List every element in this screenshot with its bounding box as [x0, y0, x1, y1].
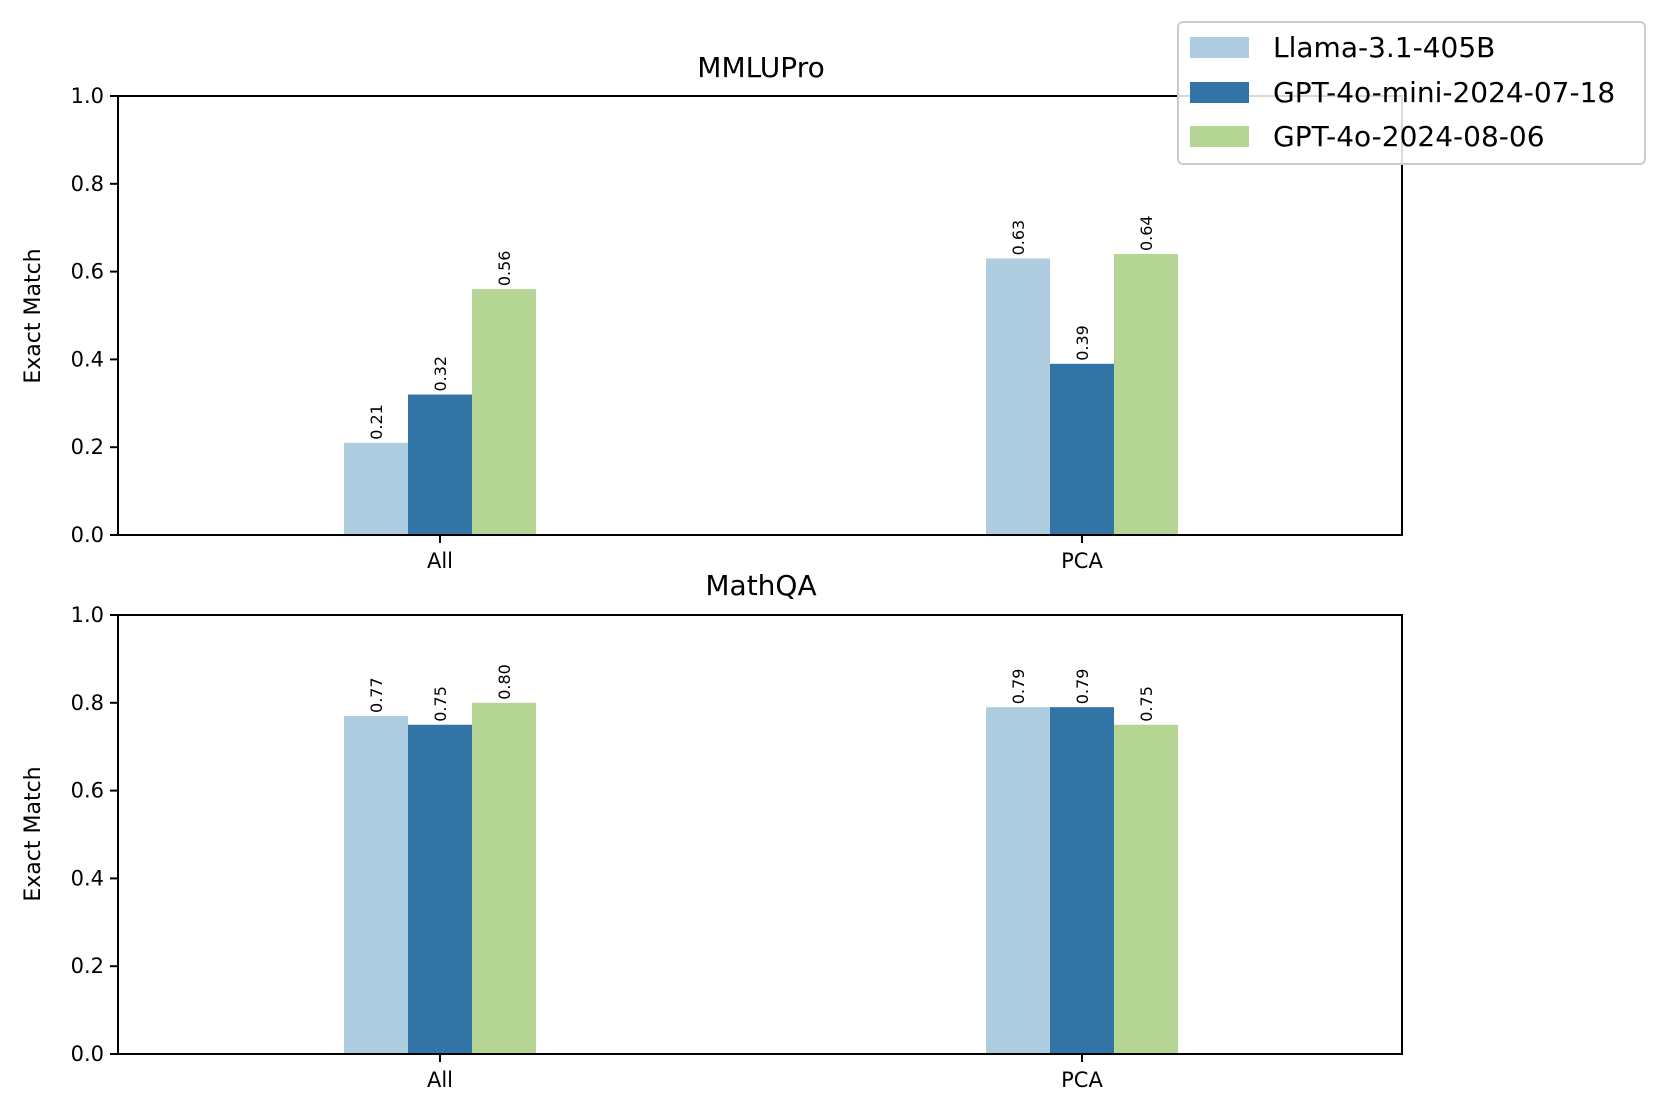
- y-axis-label: Exact Match: [21, 766, 46, 901]
- bar-value-label: 0.32: [431, 356, 450, 392]
- y-tick-label: 0.2: [71, 435, 104, 459]
- y-tick-label: 0.2: [71, 954, 104, 978]
- bar-value-label: 0.21: [367, 404, 386, 440]
- bar: [1114, 724, 1178, 1054]
- y-tick-label: 1.0: [71, 84, 104, 108]
- bar: [986, 707, 1050, 1054]
- bar: [408, 394, 472, 535]
- bar: [1114, 254, 1178, 536]
- x-tick-label: PCA: [1061, 549, 1103, 573]
- bar-value-label: 0.75: [431, 686, 450, 722]
- axis-ticks: 0.0 0.2 0.4 0.6 0.8 1.0 All PCA: [71, 603, 1104, 1092]
- y-tick-label: 0.4: [71, 866, 104, 890]
- bar: [408, 724, 472, 1054]
- bar-labels: 0.21 0.63 0.32 0.39 0.56 0.64: [367, 215, 1156, 439]
- panel-title: MathQA: [705, 569, 816, 602]
- bar-value-label: 0.77: [367, 677, 386, 713]
- bar: [472, 702, 536, 1054]
- x-tick-label: All: [427, 549, 453, 573]
- bar-labels: 0.77 0.79 0.75 0.79 0.80 0.75: [367, 664, 1156, 722]
- bar-value-label: 0.75: [1137, 686, 1156, 722]
- bar-value-label: 0.80: [495, 664, 514, 700]
- mathqa-panel: MathQA Exact Match 0.0 0.2 0.4 0.6 0.8 1.0 All…: [21, 569, 1403, 1092]
- legend-entry: GPT-4o-mini-2024-07-18: [1273, 76, 1615, 109]
- bar: [344, 715, 408, 1054]
- bar: [344, 442, 408, 535]
- y-tick-label: 0.4: [71, 347, 104, 371]
- plot-frame: [117, 95, 1403, 536]
- legend-swatch: [1190, 126, 1249, 147]
- bar: [472, 289, 536, 535]
- legend: Llama-3.1-405B GPT-4o-mini-2024-07-18 GP…: [1177, 21, 1646, 165]
- bar-value-label: 0.79: [1009, 669, 1028, 705]
- bar-value-label: 0.39: [1073, 325, 1092, 361]
- bars: [344, 254, 1178, 536]
- plot-frame: [117, 614, 1403, 1055]
- mmlupro-panel: MMLUPro Exact Match 0.0 0.2 0.4 0.6 0.8 1.0 Al…: [21, 51, 1403, 573]
- bar-value-label: 0.79: [1073, 669, 1092, 705]
- y-tick-label: 0.0: [71, 1042, 104, 1066]
- bars: [344, 702, 1178, 1054]
- y-tick-label: 0.6: [71, 260, 104, 284]
- x-tick-label: PCA: [1061, 1068, 1103, 1092]
- legend-entry: Llama-3.1-405B: [1273, 31, 1495, 64]
- y-tick-label: 0.6: [71, 779, 104, 803]
- bar: [1050, 363, 1114, 535]
- panel-title: MMLUPro: [697, 51, 824, 84]
- legend-swatch: [1190, 82, 1249, 103]
- bar: [1050, 707, 1114, 1054]
- y-tick-label: 1.0: [71, 603, 104, 627]
- bar-value-label: 0.56: [495, 251, 514, 287]
- y-tick-label: 0.0: [71, 523, 104, 547]
- legend-swatch: [1190, 37, 1249, 58]
- y-tick-label: 0.8: [71, 691, 104, 715]
- x-tick-label: All: [427, 1068, 453, 1092]
- legend-entry: GPT-4o-2024-08-06: [1273, 120, 1545, 153]
- bar-value-label: 0.64: [1137, 215, 1156, 251]
- axis-ticks: 0.0 0.2 0.4 0.6 0.8 1.0 All PCA: [71, 84, 1104, 573]
- bar: [986, 258, 1050, 535]
- y-axis-label: Exact Match: [21, 248, 46, 383]
- legend-box: [1177, 21, 1646, 165]
- y-tick-label: 0.8: [71, 172, 104, 196]
- bar-value-label: 0.63: [1009, 220, 1028, 256]
